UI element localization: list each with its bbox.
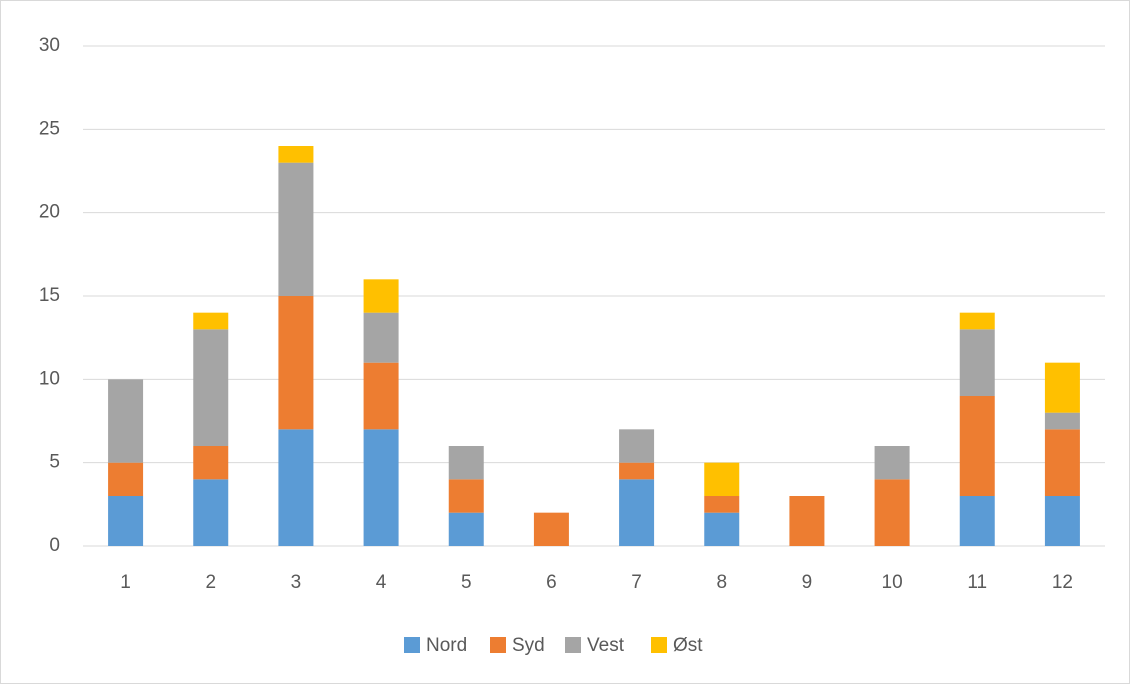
y-tick-label: 25 (39, 118, 60, 139)
bar-segment (193, 312, 229, 330)
bar-segment (193, 446, 229, 480)
bar-segment (1044, 412, 1080, 430)
bar-segment (959, 396, 995, 496)
bar-segment (619, 479, 655, 546)
y-tick-label: 15 (39, 285, 60, 306)
bar-segment (108, 379, 144, 463)
legend-label: Vest (587, 635, 625, 656)
bar-segment (874, 446, 910, 480)
bar-segment (789, 496, 825, 546)
bar-segment (619, 462, 655, 480)
bar-segment (959, 329, 995, 396)
bar-segment (363, 279, 399, 313)
bar-segment (278, 429, 314, 546)
bar-segment (874, 479, 910, 546)
bar-segment (193, 479, 229, 546)
x-tick-label: 2 (205, 572, 216, 593)
bar-segment (704, 462, 740, 496)
bar-segment (278, 146, 314, 163)
bar-segment (959, 496, 995, 546)
legend-label: Syd (512, 635, 545, 656)
y-tick-label: 10 (39, 368, 60, 389)
y-tick-label: 5 (49, 452, 60, 473)
bar-segment (278, 162, 314, 296)
x-tick-label: 4 (376, 572, 387, 593)
bar-segment (108, 462, 144, 496)
bar-segment (704, 512, 740, 546)
legend-label: Øst (673, 635, 703, 656)
bar-segment (363, 362, 399, 430)
x-tick-label: 1 (120, 572, 131, 593)
x-tick-label: 3 (291, 572, 302, 593)
bar-segment (278, 296, 314, 430)
x-tick-label: 11 (967, 572, 987, 593)
bar-segment (704, 496, 740, 513)
bar-segment (619, 429, 655, 463)
y-tick-label: 30 (39, 35, 60, 56)
y-tick-label: 0 (49, 535, 60, 556)
legend-swatch (490, 637, 506, 653)
y-tick-label: 20 (39, 202, 60, 223)
legend-swatch (651, 637, 667, 653)
x-tick-label: 10 (882, 572, 903, 593)
x-tick-label: 6 (546, 572, 557, 593)
bar-segment (533, 512, 569, 546)
x-tick-label: 5 (461, 572, 472, 593)
bar-segment (448, 479, 484, 513)
bar-segment (363, 429, 399, 546)
x-tick-label: 12 (1052, 572, 1073, 593)
legend-swatch (565, 637, 581, 653)
bar-segment (363, 312, 399, 363)
bar-segment (1044, 496, 1080, 546)
bar-segment (959, 312, 995, 330)
legend-swatch (404, 637, 420, 653)
bar-segment (108, 496, 144, 546)
bar-segment (448, 446, 484, 480)
x-tick-label: 7 (631, 572, 642, 593)
legend-label: Nord (426, 635, 467, 656)
bar-segment (1044, 362, 1080, 413)
bar-segment (193, 329, 229, 446)
bar-segment (1044, 429, 1080, 496)
x-tick-label: 8 (716, 572, 727, 593)
x-tick-label: 9 (802, 572, 813, 593)
bar-segment (448, 512, 484, 546)
